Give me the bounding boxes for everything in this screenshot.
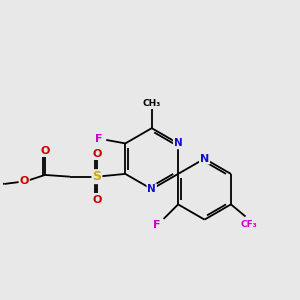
Text: CH₃: CH₃ — [142, 99, 161, 108]
Text: O: O — [92, 149, 102, 159]
Text: O: O — [20, 176, 29, 186]
Text: S: S — [92, 170, 101, 183]
Text: N: N — [147, 184, 156, 194]
Text: F: F — [94, 134, 102, 144]
Text: O: O — [40, 146, 50, 156]
Text: O: O — [92, 194, 102, 205]
Text: N: N — [174, 138, 182, 148]
Text: F: F — [153, 220, 160, 230]
Text: CF₃: CF₃ — [241, 220, 257, 229]
Text: N: N — [200, 154, 209, 164]
